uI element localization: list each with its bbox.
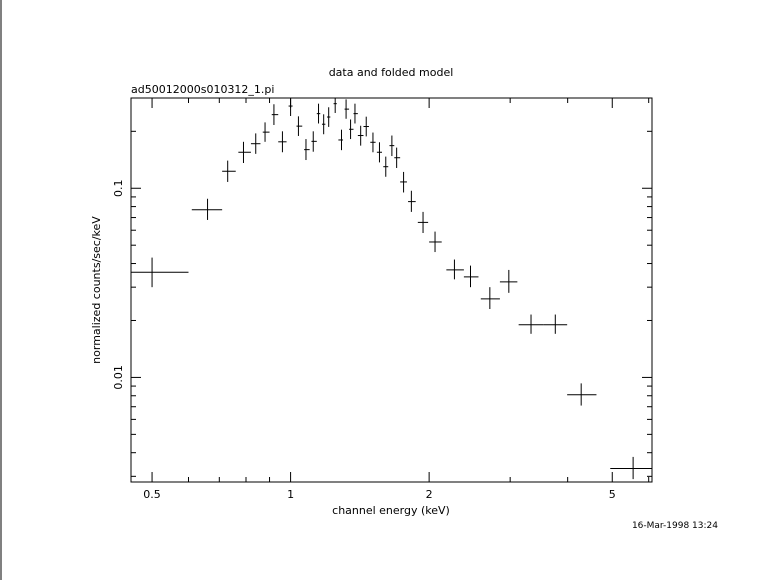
data-point (408, 190, 416, 212)
data-point (349, 119, 354, 140)
data-point (383, 156, 389, 177)
x-axis-label: channel energy (keV) (332, 504, 450, 517)
y-tick-label: 0.01 (112, 365, 125, 390)
data-point (610, 456, 652, 480)
data-point (321, 114, 326, 135)
data-point (417, 211, 429, 234)
data-point (250, 133, 261, 154)
chart-title: data and folded model (329, 66, 454, 79)
chart-subtitle: ad50012000s010312_1.pi (131, 83, 274, 96)
data-point (238, 141, 251, 163)
data-point (344, 99, 350, 119)
data-point (327, 107, 331, 127)
data-point (262, 122, 270, 142)
data-point (480, 287, 500, 309)
data-point (400, 171, 407, 193)
data-point (518, 314, 544, 334)
data-point (394, 147, 401, 168)
y-axis-label: normalized counts/sec/keV (90, 216, 103, 364)
data-point (131, 257, 189, 288)
x-tick-label: 0.5 (143, 488, 161, 501)
data-point (429, 231, 442, 253)
data-point (316, 103, 321, 124)
data-point (446, 259, 464, 280)
data-point (357, 125, 364, 146)
data-point (463, 265, 479, 288)
data-point (191, 198, 223, 220)
data-point (311, 131, 317, 152)
x-tick-label: 5 (609, 488, 616, 501)
data-point (543, 314, 568, 334)
timestamp: 16-Mar-1998 13:24 (632, 521, 718, 531)
data-point (222, 160, 236, 182)
data-point (376, 142, 383, 163)
axis-tick-labels: 0.5 1 2 5 0.1 0.01 (112, 180, 616, 501)
plot-frame (130, 97, 653, 483)
data-point (333, 98, 337, 113)
data-point (296, 116, 303, 136)
x-tick-label: 1 (287, 488, 294, 501)
data-point (389, 135, 395, 157)
data-point (288, 98, 293, 116)
y-tick-label: 0.1 (112, 180, 125, 198)
data-point (338, 129, 344, 151)
data-points (131, 98, 652, 480)
data-point (278, 131, 287, 153)
data-point (370, 132, 376, 153)
data-point (499, 269, 518, 293)
data-point (363, 116, 369, 137)
data-point (567, 383, 597, 406)
data-point (353, 103, 358, 124)
x-tick-label: 2 (426, 488, 433, 501)
data-point (271, 104, 279, 125)
data-point (304, 139, 310, 161)
